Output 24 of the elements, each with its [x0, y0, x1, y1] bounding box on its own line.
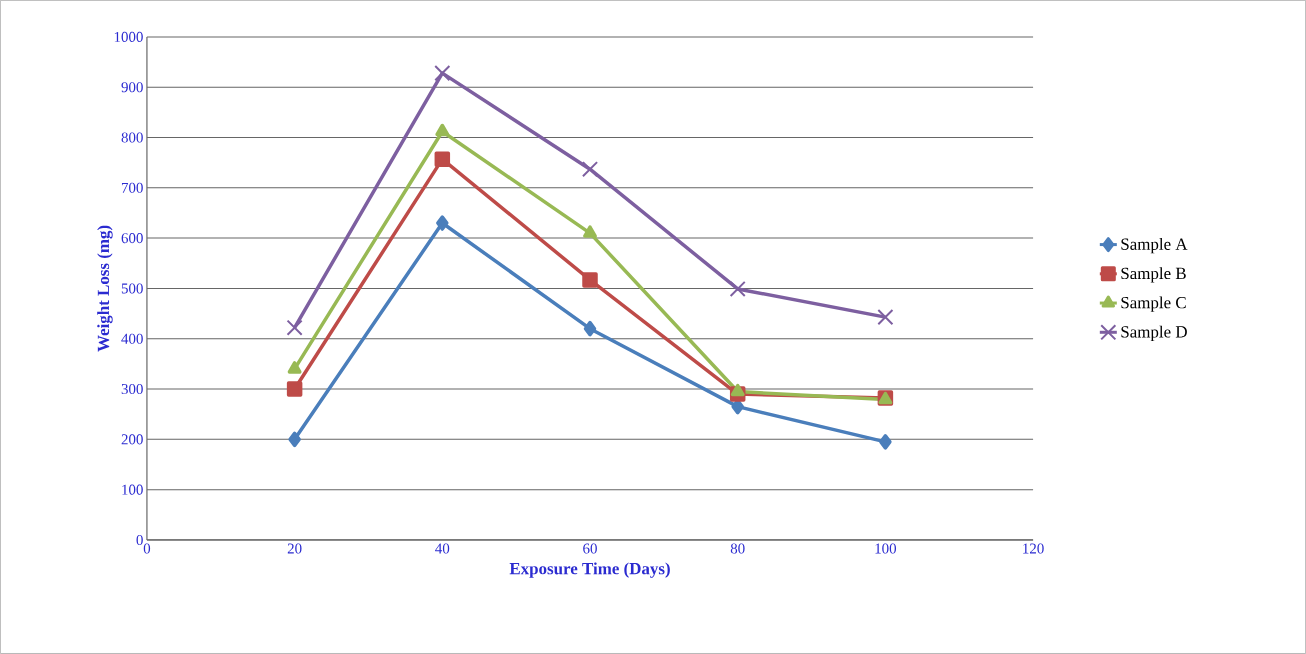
x-tick-label: 60: [583, 543, 597, 554]
y-tick-label: 0: [136, 534, 143, 546]
x-axis-title: Exposure Time (Days): [509, 562, 670, 578]
y-tick-label: 100: [122, 484, 143, 495]
x-tick-label: 120: [1023, 543, 1044, 554]
y-tick-label: 300: [121, 384, 143, 395]
x-tick-label: 20: [287, 543, 302, 554]
y-tick-label: 600: [121, 233, 143, 244]
y-tick-label: 700: [121, 182, 143, 193]
legend-label: Sample A: [1121, 238, 1188, 254]
legend-label: Sample D: [1121, 325, 1187, 342]
y-axis-title: Weight Loss (mg): [97, 225, 113, 352]
y-tick-label: 200: [121, 434, 143, 445]
y-tick-label: 900: [121, 82, 143, 93]
y-tick-label: 800: [121, 132, 143, 143]
x-tick-label: 100: [875, 543, 897, 554]
x-tick-label: 40: [435, 543, 450, 554]
y-tick-label: 1000: [114, 31, 143, 42]
y-tick-label: 500: [121, 283, 143, 294]
legend-label: Sample C: [1121, 296, 1186, 312]
x-tick-label: 0: [143, 543, 151, 554]
legend-label: Sample B: [1121, 267, 1186, 283]
y-tick-label: 400: [121, 333, 143, 344]
x-tick-label: 80: [730, 543, 745, 554]
